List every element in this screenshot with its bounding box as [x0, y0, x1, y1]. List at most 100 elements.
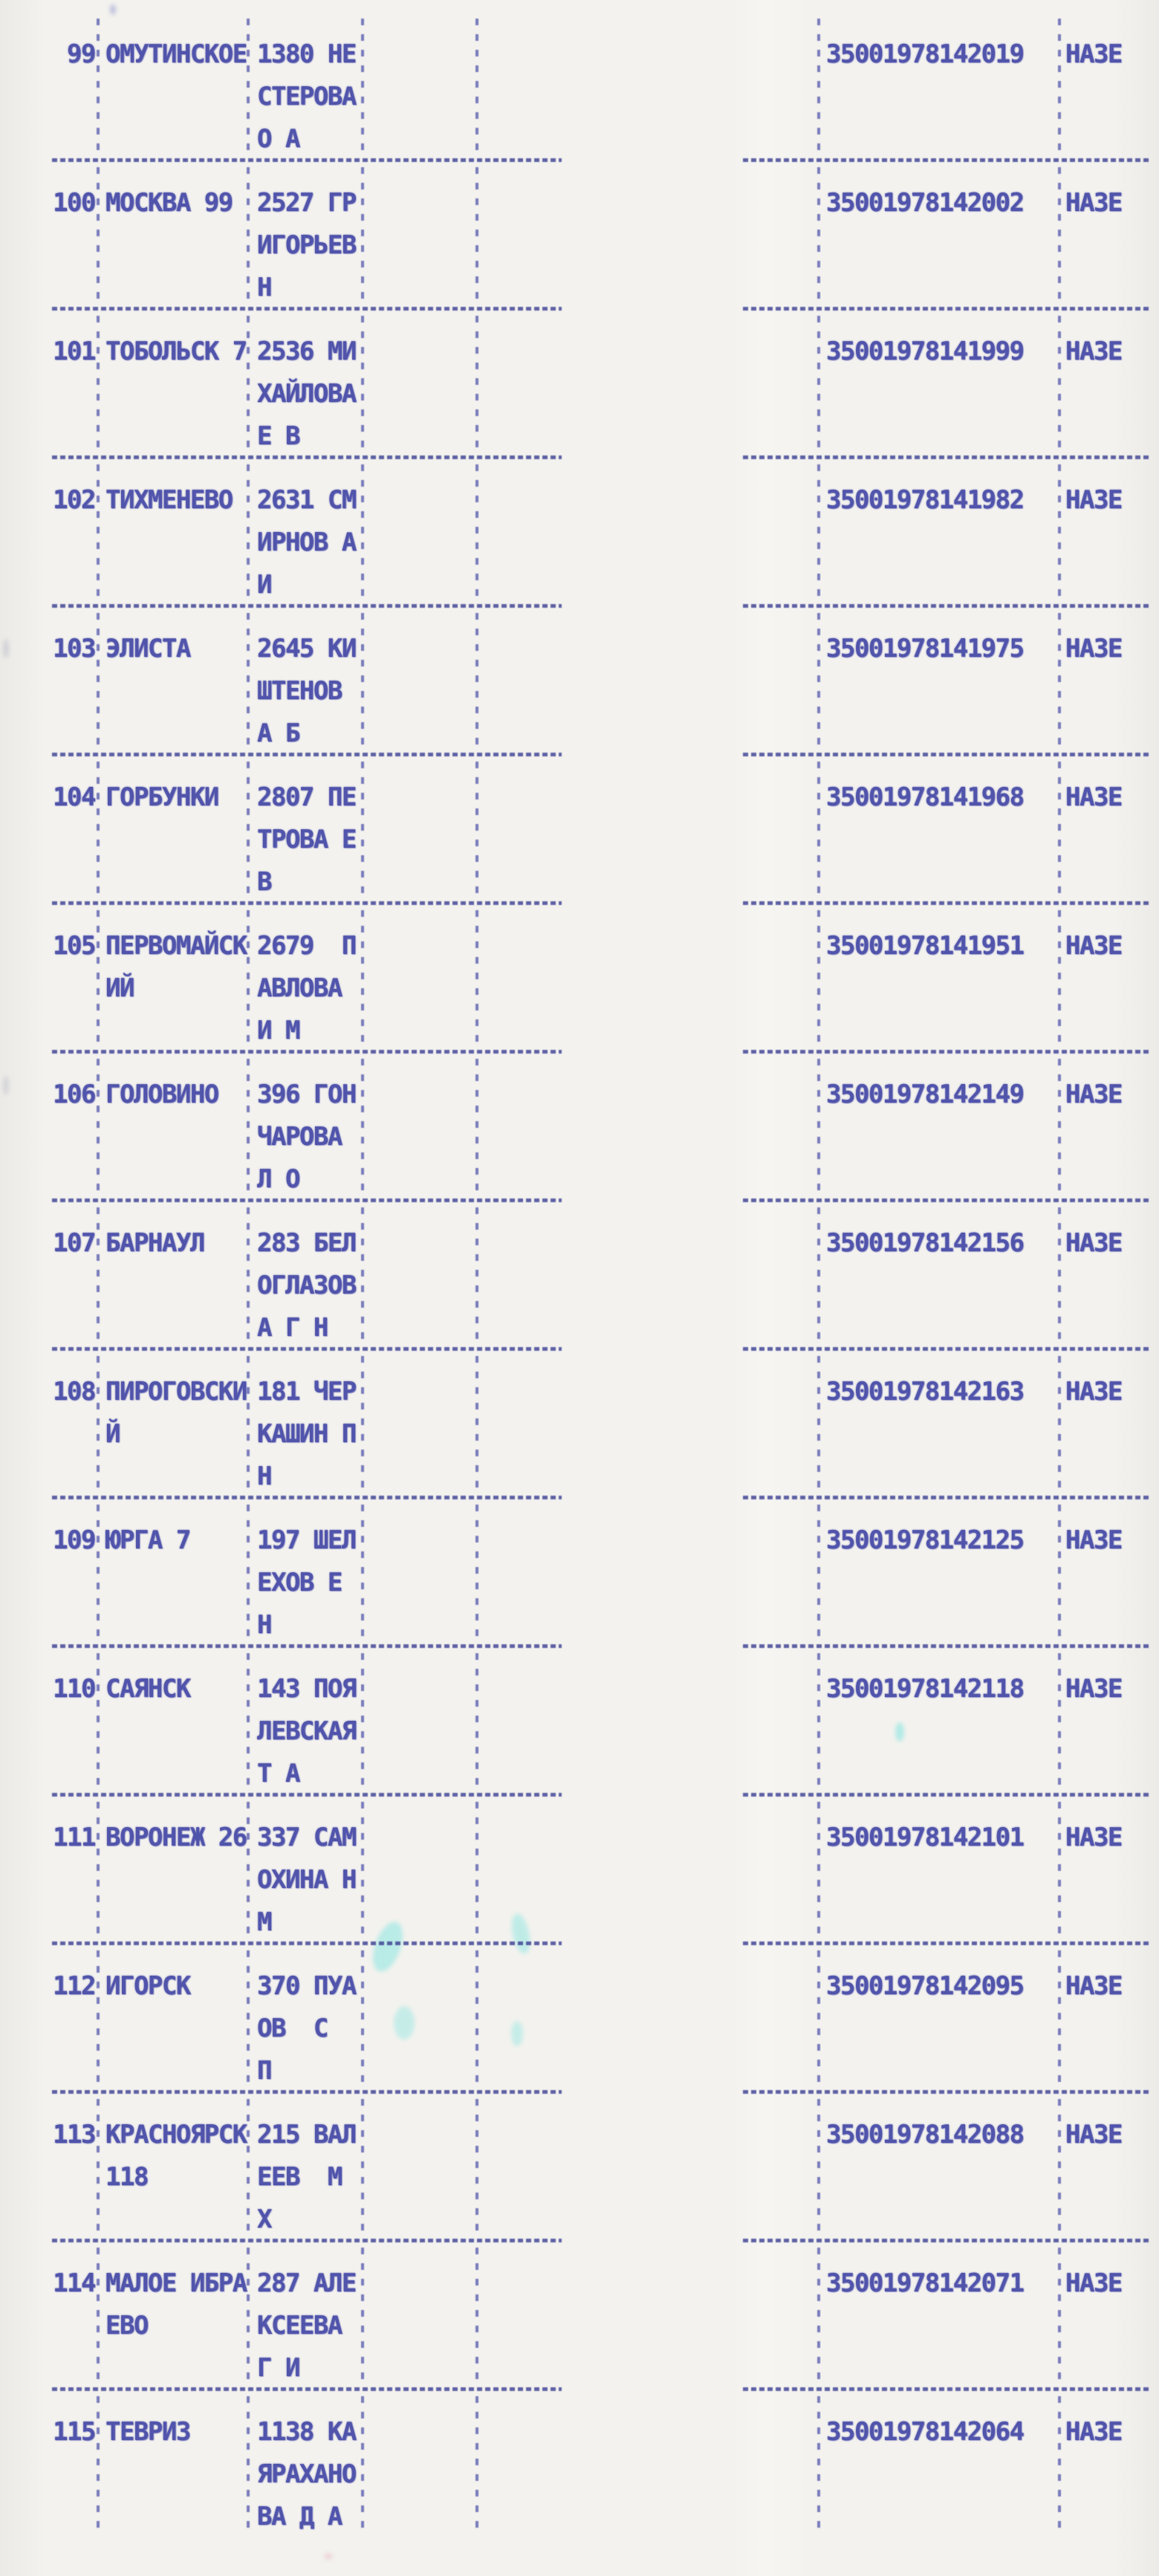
status-cell: НАЗЕ: [1065, 337, 1123, 366]
table-row: 114 МАЛОЕ ИБРА ЕВО 287 АЛЕ КСЕЕВА Г И 35001978…: [0, 2240, 1159, 2389]
person-cell: ОГЛАЗОВ: [257, 1271, 357, 1300]
row-number: 99: [67, 39, 96, 69]
column-separator-line: [817, 1802, 820, 1939]
column-separator-line: [361, 167, 364, 304]
person-cell: 283 БЕЛ: [257, 1228, 357, 1258]
column-separator-line: [475, 1505, 478, 1641]
city-cell: ГОЛОВИНО: [105, 1080, 219, 1109]
column-separator-line: [817, 1356, 820, 1493]
column-separator-line: [361, 2099, 364, 2236]
row-separator-line: [743, 2090, 1149, 2094]
person-cell: 143 ПОЯ: [257, 1674, 357, 1704]
column-separator-line: [1058, 910, 1061, 1047]
person-cell: КАШИН П: [257, 1419, 357, 1449]
person-cell: ЕХОВ Е: [257, 1568, 342, 1597]
column-separator-line: [247, 1059, 250, 1195]
column-separator-line: [97, 613, 100, 750]
column-separator-line: [1058, 1950, 1061, 2087]
person-cell: Т А: [257, 1759, 300, 1788]
person-cell: А Г Н: [257, 1313, 328, 1343]
column-separator-line: [1058, 1653, 1061, 1790]
person-cell: Е В: [257, 421, 300, 451]
table-row: 103 ЭЛИСТА 2645 КИ ШТЕНОВ А Б 35001978141975 Н…: [0, 606, 1159, 754]
column-separator-line: [475, 2099, 478, 2236]
city-cell: ГОРБУНКИ: [105, 782, 219, 812]
row-separator-line: [743, 1793, 1149, 1797]
column-separator-line: [1058, 1059, 1061, 1195]
city-cell: 118: [105, 2162, 149, 2192]
person-cell: М: [257, 1907, 272, 1937]
person-cell: ОХИНА Н: [257, 1865, 357, 1895]
city-cell: МОСКВА 99: [105, 188, 233, 218]
code-cell: 35001978142088: [826, 2120, 1025, 2150]
person-cell: ВА Д А: [257, 2502, 342, 2531]
column-separator-line: [361, 910, 364, 1047]
column-separator-line: [247, 1356, 250, 1493]
code-cell: 35001978141951: [826, 931, 1025, 961]
column-separator-line: [247, 2396, 250, 2533]
person-cell: 1138 КА: [257, 2417, 357, 2447]
code-cell: 35001978142156: [826, 1228, 1025, 1258]
column-separator-line: [1058, 2099, 1061, 2236]
row-separator-line: [743, 753, 1149, 756]
person-cell: 287 АЛЕ: [257, 2268, 357, 2298]
row-separator-line: [743, 1050, 1149, 1054]
row-separator-line: [52, 455, 562, 459]
column-separator-line: [97, 1950, 100, 2087]
column-separator-line: [1058, 1505, 1061, 1641]
column-separator-line: [1058, 1802, 1061, 1939]
row-separator-line: [52, 1793, 562, 1797]
person-cell: Н: [257, 273, 272, 302]
column-separator-line: [817, 2396, 820, 2533]
column-separator-line: [817, 1505, 820, 1641]
table-row: 111 ВОРОНЕЖ 26 337 САМ ОХИНА Н М 350019781421…: [0, 1794, 1159, 1943]
column-separator-line: [361, 613, 364, 750]
row-number: 112: [53, 1971, 96, 2001]
column-separator-line: [247, 613, 250, 750]
column-separator-line: [1058, 762, 1061, 898]
row-separator-line: [743, 901, 1149, 905]
status-cell: НАЗЕ: [1065, 1525, 1123, 1555]
status-cell: НАЗЕ: [1065, 2417, 1123, 2447]
city-cell: ЕВО: [105, 2311, 149, 2340]
row-separator-line: [743, 1347, 1149, 1351]
scan-artifact: [324, 2553, 333, 2560]
column-separator-line: [475, 1802, 478, 1939]
person-cell: 2631 СМ: [257, 485, 357, 515]
row-separator-line: [52, 158, 562, 162]
status-cell: НАЗЕ: [1065, 1228, 1123, 1258]
column-separator-line: [247, 1207, 250, 1344]
city-cell: МАЛОЕ ИБРА: [105, 2268, 247, 2298]
column-separator-line: [97, 316, 100, 452]
status-cell: НАЗЕ: [1065, 931, 1123, 961]
row-separator-line: [52, 901, 562, 905]
column-separator-line: [817, 1207, 820, 1344]
code-cell: 35001978142095: [826, 1971, 1025, 2001]
person-cell: О А: [257, 124, 300, 154]
column-separator-line: [247, 1802, 250, 1939]
status-cell: НАЗЕ: [1065, 188, 1123, 218]
column-separator-line: [1058, 1207, 1061, 1344]
column-separator-line: [361, 1950, 364, 2087]
code-cell: 35001978142118: [826, 1674, 1025, 1704]
status-cell: НАЗЕ: [1065, 1080, 1123, 1109]
person-cell: ЛЕВСКАЯ: [257, 1716, 357, 1746]
table-row: 112 ИГОРСК 370 ПУА ОВ С П 35001978142095 НАЗЕ: [0, 1943, 1159, 2092]
row-number: 114: [53, 2268, 96, 2298]
code-cell: 35001978141982: [826, 485, 1025, 515]
row-separator-line: [52, 2239, 562, 2242]
column-separator-line: [1058, 167, 1061, 304]
row-separator-line: [52, 2090, 562, 2094]
row-separator-line: [52, 1496, 562, 1499]
column-separator-line: [475, 1950, 478, 2087]
column-separator-line: [97, 910, 100, 1047]
person-cell: ТРОВА Е: [257, 825, 357, 854]
column-separator-line: [361, 1207, 364, 1344]
column-separator-line: [817, 2099, 820, 2236]
status-cell: НАЗЕ: [1065, 1971, 1123, 2001]
column-separator-line: [817, 464, 820, 601]
column-separator-line: [817, 316, 820, 452]
column-separator-line: [1058, 464, 1061, 601]
column-separator-line: [361, 1356, 364, 1493]
person-cell: 2807 ПЕ: [257, 782, 357, 812]
